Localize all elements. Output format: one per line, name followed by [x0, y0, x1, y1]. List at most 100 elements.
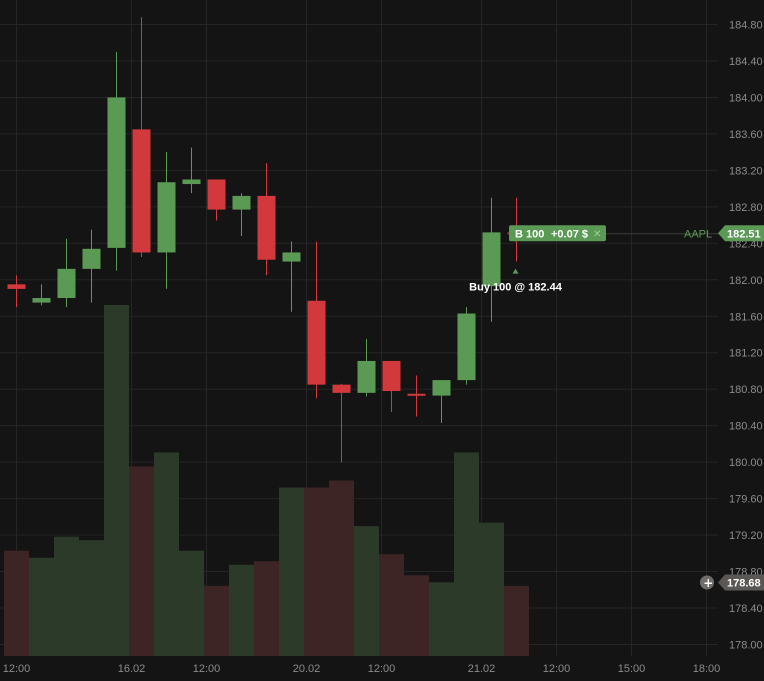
price-tick-label: 178.00 — [729, 640, 763, 652]
price-tick-label: 182.00 — [729, 275, 763, 287]
symbol-label: AAPL — [684, 228, 712, 240]
candle[interactable] — [232, 193, 251, 237]
candle-body — [407, 393, 426, 396]
candle-body — [82, 248, 101, 269]
time-tick-label: 12:00 — [368, 663, 396, 675]
plus-glyph: + — [703, 576, 713, 590]
volume-bar — [79, 540, 104, 656]
time-tick-label: 12:00 — [193, 663, 221, 675]
candle[interactable] — [132, 17, 151, 257]
candle-body — [432, 380, 451, 396]
candle-body — [232, 195, 251, 210]
candle[interactable] — [332, 383, 351, 463]
volume-bar — [204, 585, 229, 656]
price-tick-label: 180.40 — [729, 421, 763, 433]
last-price-label: 182.51 — [727, 228, 761, 240]
time-tick-label: 12:00 — [3, 663, 31, 675]
time-tick-label: 12:00 — [543, 663, 571, 675]
time-tick-label: 16.02 — [118, 663, 146, 675]
candle-body — [157, 182, 176, 253]
candle[interactable] — [57, 238, 76, 308]
candle-body — [282, 252, 301, 262]
price-tick-label: 183.20 — [729, 165, 763, 177]
volume-bar — [179, 550, 204, 656]
volume-bar — [354, 526, 379, 656]
candle[interactable] — [207, 179, 226, 221]
candle-body — [207, 179, 226, 210]
volume-bar — [404, 575, 429, 656]
candle-body — [32, 298, 51, 303]
volume-bar — [4, 550, 29, 656]
crosshair-price-bg — [718, 574, 764, 591]
buy-fill-marker-icon — [512, 268, 519, 274]
price-tick-label: 181.60 — [729, 311, 763, 323]
price-tick-label: 178.40 — [729, 603, 763, 615]
candle-body — [257, 195, 276, 260]
add-order-plus-icon[interactable] — [700, 575, 714, 590]
price-tick-label: 179.60 — [729, 494, 763, 506]
time-axis[interactable]: 12:00 16.02 12:00 20.02 12:00 21.02 12:00 15:00… — [3, 663, 764, 675]
volume-bar — [479, 522, 504, 656]
candle-body — [382, 360, 401, 392]
candles — [7, 17, 526, 463]
last-price-tag: 182.51 — [718, 225, 764, 242]
price-tick-label: 180.80 — [729, 384, 763, 396]
volume-bar — [229, 564, 254, 656]
candle-body — [457, 313, 476, 381]
volume-bar — [104, 305, 129, 656]
volume-bar — [29, 557, 54, 656]
candle-body — [482, 232, 501, 287]
position-pnl: +0.07 $ — [551, 228, 588, 240]
candle-body — [57, 268, 76, 299]
price-tick-label: 180.00 — [729, 457, 763, 469]
candle[interactable] — [257, 163, 276, 276]
time-tick-label: 18:00 — [693, 663, 721, 675]
position-tag[interactable]: B 100 +0.07 $ ✕ — [509, 225, 606, 242]
time-tick-label: 15:00 — [618, 663, 646, 675]
volume-bar — [329, 480, 354, 656]
price-tick-label: 182.40 — [729, 238, 763, 250]
volume-bar — [279, 487, 304, 656]
price-tick-label: 179.20 — [729, 530, 763, 542]
candle[interactable] — [157, 152, 176, 289]
crosshair-price-label: 178.68 — [727, 578, 761, 590]
candle[interactable] — [432, 380, 451, 423]
crosshair-price-tag[interactable]: + 178.68 — [700, 574, 764, 591]
volume-bar — [454, 452, 479, 656]
candle[interactable] — [7, 275, 26, 308]
candle[interactable] — [382, 360, 401, 412]
candle[interactable] — [107, 51, 126, 271]
candle[interactable] — [282, 241, 301, 312]
volume-bars — [4, 305, 529, 656]
candle[interactable] — [82, 229, 101, 303]
candle[interactable] — [407, 375, 426, 417]
last-price-tag-bg — [718, 225, 764, 242]
volume-bar — [379, 554, 404, 656]
position-tag-bg — [509, 225, 606, 242]
candle[interactable] — [32, 284, 51, 306]
volume-bar — [254, 561, 279, 656]
candle-body — [182, 179, 201, 185]
price-tick-label: 183.60 — [729, 129, 763, 141]
candle-body — [307, 300, 326, 385]
candle[interactable] — [357, 339, 376, 397]
close-position-icon[interactable]: ✕ — [593, 229, 601, 240]
buy-fill-label: Buy 100 @ 182.44 — [469, 282, 563, 294]
candle[interactable] — [457, 307, 476, 385]
volume-bar — [429, 582, 454, 656]
price-tick-label: 181.20 — [729, 348, 763, 360]
candle-body — [7, 284, 26, 289]
candle-body — [332, 384, 351, 393]
candle[interactable] — [307, 241, 326, 399]
candle[interactable] — [482, 197, 501, 322]
position-label: B 100 — [515, 228, 544, 240]
volume-bar — [304, 487, 329, 656]
price-axis[interactable]: 184.80 184.40 184.00 183.60 183.20 182.80 182.… — [729, 20, 763, 652]
price-tick-label: 184.00 — [729, 92, 763, 104]
candle[interactable] — [182, 147, 201, 194]
candle-body — [357, 360, 376, 393]
volume-bar — [54, 536, 79, 656]
volume-bar — [154, 452, 179, 656]
time-tick-label: 21.02 — [468, 663, 496, 675]
